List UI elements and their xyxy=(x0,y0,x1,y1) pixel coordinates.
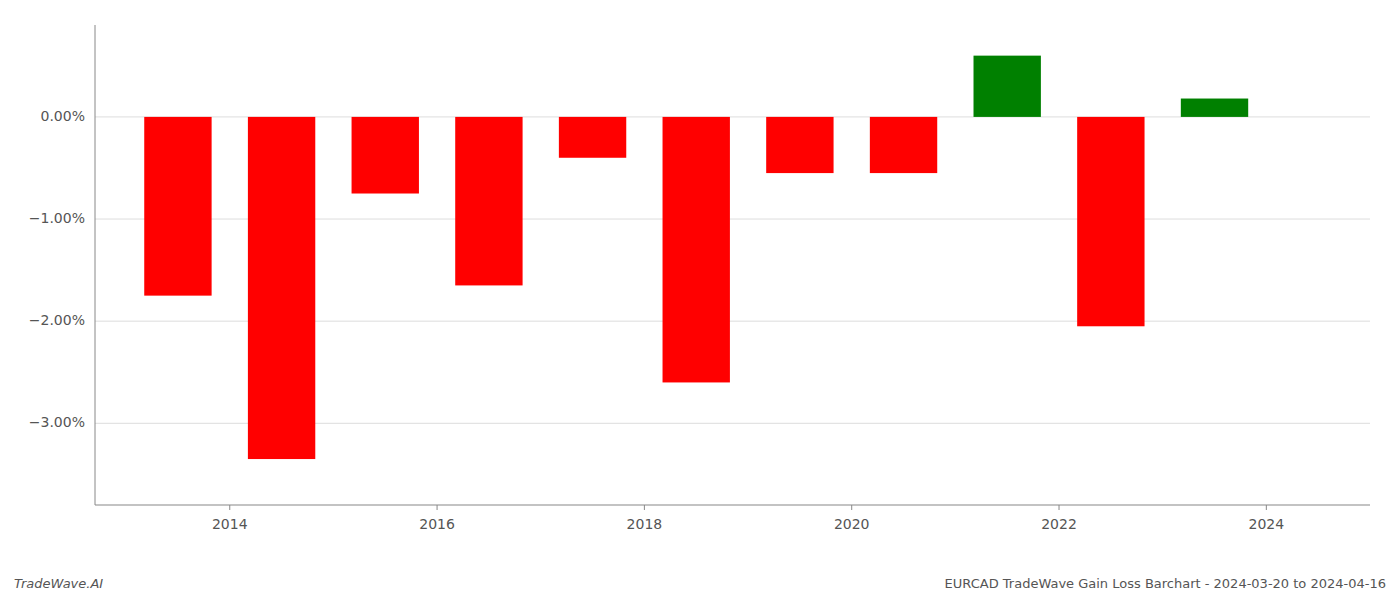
page: {"chart_data": { "type": "bar", "x": [20… xyxy=(0,0,1400,600)
x-tick-label: 2024 xyxy=(1249,516,1285,532)
x-axis: 2014 2016 2018 2020 2022 2024 xyxy=(212,505,1284,532)
y-tick-label: 0.00% xyxy=(41,108,85,124)
footer-right: EURCAD TradeWave Gain Loss Barchart - 20… xyxy=(945,576,1386,591)
x-tick-label: 2018 xyxy=(627,516,663,532)
bar xyxy=(1077,117,1144,326)
x-tick xyxy=(229,505,230,510)
bar xyxy=(870,117,937,173)
x-axis-line xyxy=(95,504,1370,505)
x-tick-label: 2014 xyxy=(212,516,248,532)
x-tick-label: 2020 xyxy=(834,516,870,532)
bar xyxy=(248,117,315,459)
y-axis: −3.00% −2.00% −1.00% 0.00% xyxy=(29,108,85,430)
bar xyxy=(352,117,419,194)
y-tick-label: −1.00% xyxy=(29,210,85,226)
footer-left: TradeWave.AI xyxy=(14,576,103,591)
footer: TradeWave.AI EURCAD TradeWave Gain Loss B… xyxy=(14,576,1386,591)
x-tick xyxy=(644,505,645,510)
bars xyxy=(144,56,1248,459)
bar xyxy=(974,56,1041,117)
y-tick-label: −2.00% xyxy=(29,312,85,328)
bar xyxy=(144,117,211,296)
chart: −3.00%−2.00%−1.00%0.00%20142016201820202… xyxy=(0,0,1400,600)
bar xyxy=(1181,99,1248,117)
x-tick xyxy=(1059,505,1060,510)
axes xyxy=(95,25,1370,505)
x-tick xyxy=(851,505,852,510)
y-tick-label: −3.00% xyxy=(29,414,85,430)
bar xyxy=(455,117,522,286)
x-tick-label: 2016 xyxy=(419,516,455,532)
x-tick xyxy=(1266,505,1267,510)
x-tick xyxy=(437,505,438,510)
y-axis-line xyxy=(95,25,96,505)
bar xyxy=(663,117,730,383)
bar xyxy=(559,117,626,158)
bar xyxy=(766,117,833,173)
bar xyxy=(1284,116,1351,117)
x-tick-label: 2022 xyxy=(1041,516,1077,532)
